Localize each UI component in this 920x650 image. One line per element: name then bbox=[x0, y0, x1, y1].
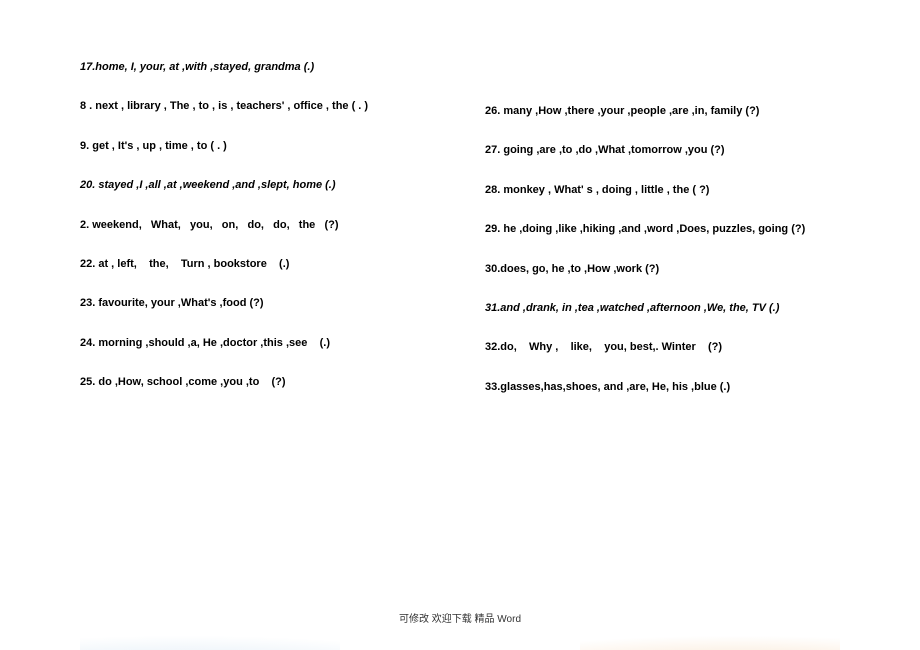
question-text: 2. weekend, What, you, on, do, do, the (… bbox=[80, 218, 435, 233]
right-item: 28. monkey , What' s , doing , little , … bbox=[485, 183, 840, 220]
question-text: 9. get , It's , up , time , to ( . ) bbox=[80, 139, 435, 154]
right-item: 27. going ,are ,to ,do ,What ,tomorrow ,… bbox=[485, 143, 840, 180]
left-item: 20. stayed ,I ,all ,at ,weekend ,and ,sl… bbox=[80, 178, 435, 215]
right-item: 30.does, go, he ,to ,How ,work (?) ______… bbox=[485, 262, 840, 299]
question-text: 28. monkey , What' s , doing , little , … bbox=[485, 183, 840, 198]
decor-wave-right bbox=[580, 560, 840, 650]
question-text: 31.and ,drank, in ,tea ,watched ,afterno… bbox=[485, 301, 840, 316]
left-item: 2. weekend, What, you, on, do, do, the (… bbox=[80, 218, 435, 255]
left-item: 24. morning ,should ,a, He ,doctor ,this… bbox=[80, 336, 435, 373]
question-text: 32.do, Why , like, you, best,. Winter (?… bbox=[485, 340, 840, 355]
answer-line: ________________________________________… bbox=[485, 200, 840, 210]
answer-line: ________________________________________… bbox=[80, 117, 435, 127]
answer-line: ________________________________________… bbox=[485, 161, 840, 171]
answer-line: ________________________________________… bbox=[80, 274, 435, 284]
footer-text: 可修改 欢迎下载 精品 Word bbox=[0, 610, 920, 625]
question-text: 29. he ,doing ,like ,hiking ,and ,word ,… bbox=[485, 222, 840, 237]
content-columns: 17.home, I, your, at ,with ,stayed, gran… bbox=[80, 60, 840, 419]
answer-line: ________________________________________… bbox=[80, 196, 435, 206]
question-text: 27. going ,are ,to ,do ,What ,tomorrow ,… bbox=[485, 143, 840, 158]
left-item: 9. get , It's , up , time , to ( . ) ____… bbox=[80, 139, 435, 176]
answer-line: ________________________________________… bbox=[485, 318, 840, 328]
left-column: 17.home, I, your, at ,with ,stayed, gran… bbox=[80, 60, 435, 419]
left-item: 17.home, I, your, at ,with ,stayed, gran… bbox=[80, 60, 435, 97]
answer-line: ________________________________________… bbox=[485, 240, 840, 250]
right-column: ________________________________________… bbox=[485, 60, 840, 419]
question-text: 33.glasses,has,shoes, and ,are, He, his … bbox=[485, 380, 840, 395]
question-text: 30.does, go, he ,to ,How ,work (?) bbox=[485, 262, 840, 277]
answer-line: ________________________________________… bbox=[485, 82, 840, 92]
question-text: 23. favourite, your ,What's ,food (?) bbox=[80, 296, 435, 311]
right-item: 33.glasses,has,shoes, and ,are, He, his … bbox=[485, 380, 840, 417]
question-text: 26. many ,How ,there ,your ,people ,are … bbox=[485, 104, 840, 119]
answer-line: ________________________________________… bbox=[485, 121, 840, 131]
answer-line: ________________________________________… bbox=[485, 62, 840, 72]
answer-line: ________________________________________… bbox=[80, 314, 435, 324]
left-item: 22. at , left, the, Turn , bookstore (.)… bbox=[80, 257, 435, 294]
right-item: 29. he ,doing ,like ,hiking ,and ,word ,… bbox=[485, 222, 840, 259]
answer-line: ________________________________________… bbox=[80, 77, 435, 87]
answer-line: ________________________________________… bbox=[80, 156, 435, 166]
answer-line: ________________________________________… bbox=[485, 279, 840, 289]
left-item: 23. favourite, your ,What's ,food (?) ___… bbox=[80, 296, 435, 333]
question-text: 8 . next , library , The , to , is , tea… bbox=[80, 99, 435, 114]
question-text: 25. do ,How, school ,come ,you ,to (?) bbox=[80, 375, 435, 390]
answer-line: ________________________________________… bbox=[80, 353, 435, 363]
question-text: 22. at , left, the, Turn , bookstore (.) bbox=[80, 257, 435, 272]
answer-line: ________________________________________… bbox=[80, 235, 435, 245]
answer-line: ________________________________________… bbox=[485, 358, 840, 368]
right-item: 32.do, Why , like, you, best,. Winter (?… bbox=[485, 340, 840, 377]
left-item: 25. do ,How, school ,come ,you ,to (?) bbox=[80, 375, 435, 390]
decor-wave-left bbox=[80, 560, 340, 650]
right-item: 31.and ,drank, in ,tea ,watched ,afterno… bbox=[485, 301, 840, 338]
answer-line: ________________________________________… bbox=[485, 397, 840, 407]
question-text: 24. morning ,should ,a, He ,doctor ,this… bbox=[80, 336, 435, 351]
right-item: 26. many ,How ,there ,your ,people ,are … bbox=[485, 104, 840, 141]
left-item: 8 . next , library , The , to , is , tea… bbox=[80, 99, 435, 136]
right-item: ________________________________________… bbox=[485, 60, 840, 102]
question-text: 20. stayed ,I ,all ,at ,weekend ,and ,sl… bbox=[80, 178, 435, 193]
question-text: 17.home, I, your, at ,with ,stayed, gran… bbox=[80, 60, 435, 75]
